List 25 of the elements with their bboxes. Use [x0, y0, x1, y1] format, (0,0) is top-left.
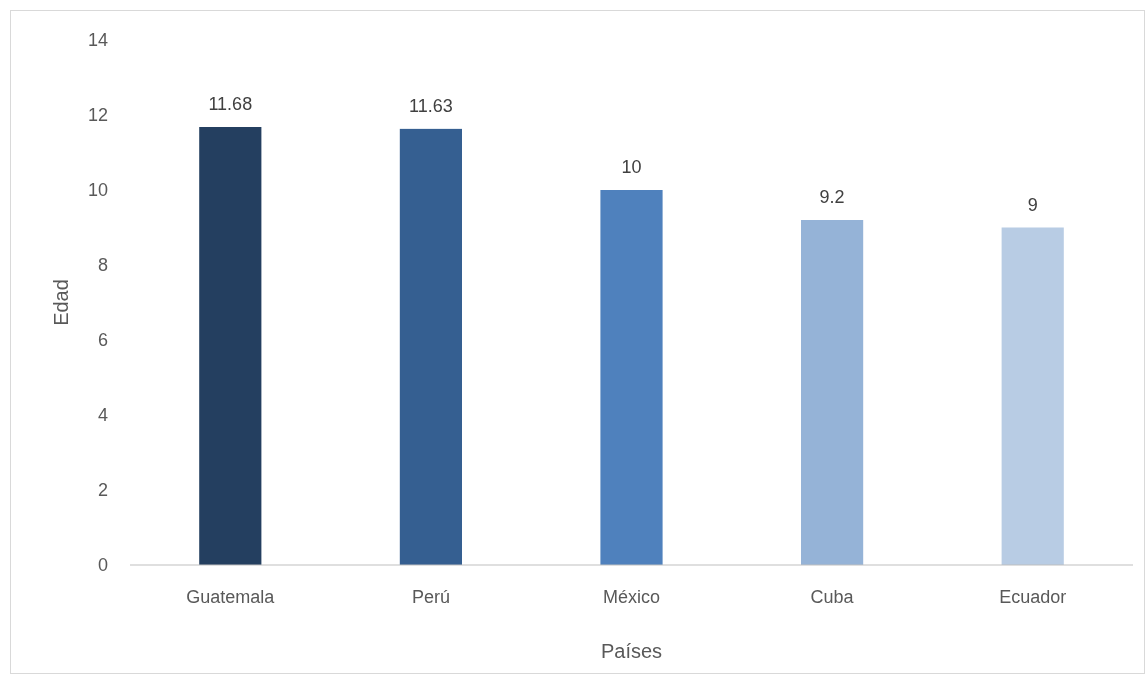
y-tick-label: 4 [97, 405, 108, 426]
x-tick-label: Cuba [810, 587, 855, 607]
data-label: 9 [1027, 194, 1038, 215]
x-tick-label: México [602, 587, 661, 607]
bar [801, 220, 864, 565]
y-tick-label: 12 [87, 105, 108, 126]
x-tick-label: Perú [411, 587, 450, 607]
y-axis-title: Edad [50, 279, 72, 326]
y-tick-label: 2 [97, 480, 108, 501]
y-tick-label: 6 [97, 330, 108, 351]
x-tick-label: Ecuador [999, 587, 1067, 607]
data-label: 11.63 [409, 95, 453, 116]
y-tick-label: 0 [97, 555, 108, 576]
bar [1001, 227, 1064, 565]
data-label: 11.68 [208, 94, 253, 114]
bar [600, 190, 663, 565]
data-label: 10 [621, 157, 642, 177]
y-tick-label: 8 [97, 255, 108, 276]
data-label: 9.2 [819, 187, 845, 207]
y-tick-label: 14 [87, 30, 108, 51]
x-axis-title: Países [600, 640, 663, 662]
bar [399, 128, 462, 565]
y-tick-label: 10 [87, 180, 108, 201]
bar [199, 127, 262, 565]
x-tick-label: Guatemala [186, 587, 276, 607]
